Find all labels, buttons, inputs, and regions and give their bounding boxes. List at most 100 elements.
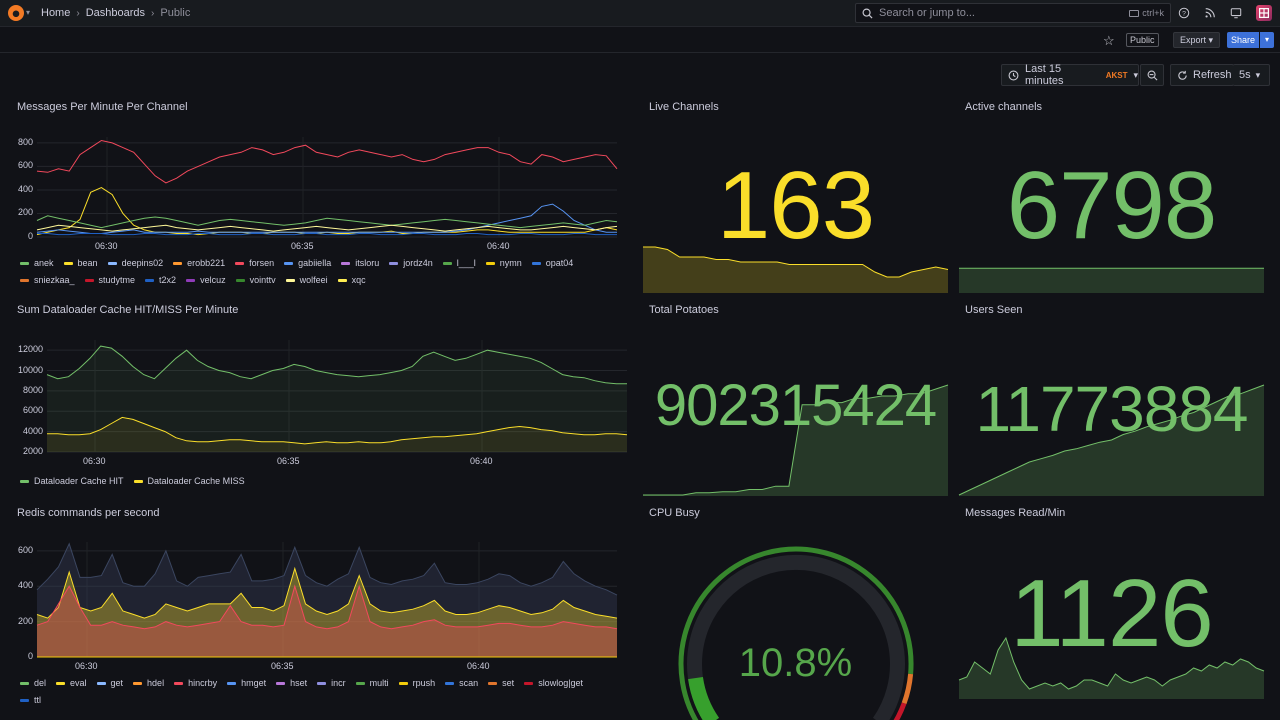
legend-item[interactable]: wolfeei [285, 275, 328, 285]
sparkline-area [643, 385, 948, 496]
y-tick-label: 400 [17, 580, 33, 591]
legend-swatch [145, 278, 155, 282]
stat-value: 11773884 [975, 373, 1249, 445]
legend-item[interactable]: slowlog|get [524, 678, 583, 688]
panel-title: Messages Per Minute Per Channel [17, 101, 188, 113]
legend-item[interactable]: studytme [84, 275, 135, 285]
zoom-out-button[interactable] [1140, 64, 1164, 86]
legend-item[interactable]: anek [20, 258, 54, 268]
panel-messages-read[interactable]: Messages Read/Min 1126 [958, 507, 1265, 699]
share-dropdown-button[interactable]: ▾ [1260, 32, 1274, 48]
legend-label: Dataloader Cache HIT [34, 476, 124, 486]
legend-item[interactable]: gabiiella [284, 258, 331, 268]
legend-item[interactable]: incr [317, 678, 346, 688]
legend-item[interactable]: hincrby [174, 678, 217, 688]
panel-dataloader-cache[interactable]: Sum Dataloader Cache HIT/MISS Per Minute… [17, 304, 628, 494]
legend-item[interactable]: velcuz [186, 275, 226, 285]
legend-swatch [485, 261, 495, 265]
legend-swatch [56, 681, 66, 685]
legend-label: incr [331, 678, 346, 688]
y-tick-label: 600 [17, 544, 33, 555]
chevron-down-icon[interactable]: ▾ [26, 8, 31, 17]
search-placeholder: Search or jump to... [879, 7, 975, 19]
panel-messages-per-minute[interactable]: Messages Per Minute Per Channel 0 200 400 6… [17, 101, 627, 291]
legend-item[interactable]: hset [276, 678, 307, 688]
legend-item[interactable]: deepins02 [107, 258, 163, 268]
panel-title: Sum Dataloader Cache HIT/MISS Per Minute [17, 304, 239, 316]
legend-item[interactable]: hdel [133, 678, 164, 688]
legend-item[interactable]: t2x2 [145, 275, 176, 285]
user-avatar[interactable] [1256, 5, 1272, 21]
y-tick-label: 4000 [22, 425, 43, 436]
legend-item[interactable]: opat04 [531, 258, 573, 268]
search-input[interactable]: Search or jump to... ctrl+k [855, 3, 1171, 23]
chevron-right-icon: › [76, 7, 80, 19]
legend-item[interactable]: xqc [337, 275, 366, 285]
legend-item[interactable]: nymn [485, 258, 522, 268]
legend-item[interactable]: scan [445, 678, 478, 688]
help-icon[interactable]: ? [1177, 6, 1191, 20]
star-icon[interactable]: ☆ [1103, 33, 1115, 48]
time-range-picker[interactable]: Last 15 minutes AKST ▾ [1001, 63, 1139, 87]
export-button[interactable]: Export ▾ [1173, 32, 1221, 48]
series-line-total [36, 542, 618, 596]
export-label: Export [1180, 35, 1207, 45]
legend-label: xqc [351, 275, 366, 285]
series-line-forsen [36, 139, 618, 184]
panel-total-potatoes[interactable]: Total Potatoes 902315424 [643, 304, 949, 496]
refresh-button[interactable]: Refresh [1170, 64, 1234, 86]
series-line-Dataloader Cache HIT [46, 345, 627, 385]
legend-item[interactable]: hmget [227, 678, 266, 688]
monitor-icon[interactable] [1229, 6, 1243, 20]
x-tick-label: 06:30 [95, 241, 118, 251]
sparkline [958, 636, 1265, 699]
messages-line-chart[interactable] [36, 137, 618, 238]
legend-label: l___l [456, 258, 476, 268]
redis-area-chart[interactable] [36, 542, 618, 658]
sparkline [958, 384, 1265, 496]
panel-live-channels[interactable]: Live Channels 163 [643, 101, 949, 293]
legend-swatch [284, 261, 294, 265]
panel-active-channels[interactable]: Active channels 6798 [959, 101, 1264, 293]
legend-item[interactable]: l___l [442, 258, 476, 268]
legend-swatch [341, 261, 351, 265]
legend-item[interactable]: vointtv [235, 275, 276, 285]
legend-label: jordz4n [403, 258, 433, 268]
grafana-logo-icon[interactable] [8, 5, 24, 21]
legend-item[interactable]: forsen [235, 258, 274, 268]
legend-item[interactable]: del [20, 678, 46, 688]
legend-item[interactable]: itsloru [341, 258, 379, 268]
panel-cpu-busy[interactable]: CPU Busy 10.8% [643, 507, 948, 720]
legend-swatch [20, 261, 29, 265]
panel-redis-commands[interactable]: Redis commands per second 0 200 400 600 06:… [17, 507, 627, 705]
breadcrumb-home[interactable]: Home [41, 7, 71, 19]
rss-icon[interactable] [1203, 6, 1217, 20]
share-button[interactable]: Share [1227, 32, 1259, 48]
legend-swatch [235, 261, 245, 265]
legend-item[interactable]: rpush [398, 678, 435, 688]
legend-label: hdel [147, 678, 165, 688]
legend-item[interactable]: set [488, 678, 514, 688]
legend-item[interactable]: bean [63, 258, 98, 268]
sparkline [643, 384, 949, 496]
legend-item[interactable]: get [96, 678, 123, 688]
series-line-gabiiella [36, 203, 617, 234]
legend-swatch [63, 261, 73, 265]
cache-area-chart[interactable] [46, 340, 628, 453]
legend-swatch [488, 681, 498, 685]
panel-users-seen[interactable]: Users Seen 11773884 [958, 304, 1265, 496]
breadcrumb-dashboards[interactable]: Dashboards [85, 7, 146, 19]
y-tick-label: 400 [17, 183, 33, 194]
legend-item[interactable]: Dataloader Cache MISS [133, 476, 245, 486]
panel-title: Users Seen [965, 304, 1023, 316]
legend-item[interactable]: eval [56, 678, 87, 688]
legend-swatch [524, 681, 534, 685]
refresh-interval-select[interactable]: 5s ▾ [1233, 64, 1270, 86]
legend-item[interactable]: sniezkaa_ [20, 275, 75, 285]
legend-item[interactable]: multi [355, 678, 389, 688]
chart-legend: Dataloader Cache HIT Dataloader Cache MIS… [20, 476, 620, 486]
legend-item[interactable]: jordz4n [389, 258, 433, 268]
legend-item[interactable]: Dataloader Cache HIT [20, 476, 124, 486]
legend-item[interactable]: ttl [20, 695, 41, 705]
legend-item[interactable]: erobb221 [173, 258, 225, 268]
